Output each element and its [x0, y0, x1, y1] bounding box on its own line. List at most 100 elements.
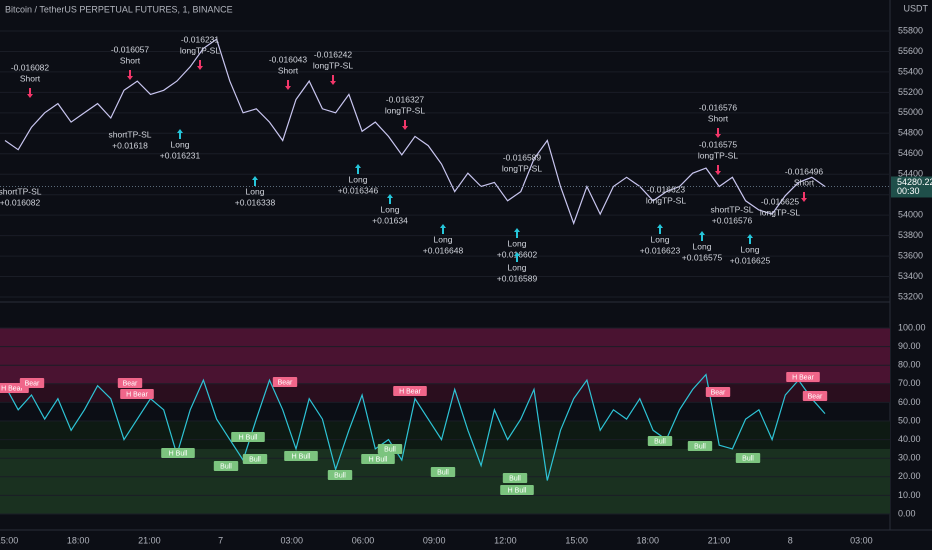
- trade-annotation: Long: [693, 241, 712, 251]
- x-tick-label: 03:00: [850, 535, 873, 545]
- rsi-tag: H Bull: [239, 434, 258, 441]
- rsi-tag: Bull: [249, 456, 261, 463]
- trade-annotation: longTP-SL: [313, 60, 353, 70]
- trade-annotation: longTP-SL: [385, 105, 425, 115]
- rsi-tag-box: [117, 378, 143, 388]
- long-arrow: [355, 164, 361, 174]
- x-tick-label: 21:00: [708, 535, 731, 545]
- rsi-tag: H Bull: [369, 456, 388, 463]
- trade-annotation: shortTP-SL: [711, 204, 754, 214]
- rsi-tag-box: [284, 451, 318, 461]
- trade-annotation: Long: [508, 262, 527, 272]
- rsi-tag-box: [327, 470, 353, 480]
- y-tick-label: 53200: [898, 291, 923, 301]
- rsi-tag: H Bear: [1, 385, 23, 392]
- rsi-tag-box: [647, 436, 673, 446]
- short-arrow: [330, 75, 336, 85]
- rsi-tag-box: [19, 378, 45, 388]
- y-tick-label: 70.00: [898, 378, 921, 388]
- trade-annotation: -0.016082: [11, 62, 50, 72]
- y-tick-label: 55000: [898, 107, 923, 117]
- y-tick-label: 50.00: [898, 415, 921, 425]
- y-tick-label: 55600: [898, 46, 923, 56]
- rsi-tag: Bull: [509, 475, 521, 482]
- trade-annotation: Short: [20, 73, 41, 83]
- trade-annotation: Long: [171, 139, 190, 149]
- rsi-band: [0, 328, 890, 384]
- long-arrow: [440, 224, 446, 234]
- short-arrow: [27, 88, 33, 98]
- trade-annotation: +0.016648: [423, 245, 464, 255]
- y-tick-label: 55200: [898, 87, 923, 97]
- rsi-tag: Bull: [220, 463, 232, 470]
- rsi-tag-box: [231, 432, 265, 442]
- rsi-tag-box: [213, 461, 239, 471]
- x-tick-label: 15:00: [565, 535, 588, 545]
- rsi-tag: Bear: [25, 380, 40, 387]
- x-tick-label: 8: [788, 535, 793, 545]
- trade-annotation: -0.016623: [647, 184, 686, 194]
- short-arrow: [715, 128, 721, 138]
- x-tick-label: 09:00: [423, 535, 446, 545]
- rsi-tag: Bear: [808, 393, 823, 400]
- rsi-tag: Bull: [384, 446, 396, 453]
- x-tick-label: 18:00: [637, 535, 660, 545]
- x-tick-label: 12:00: [494, 535, 517, 545]
- trade-annotation: -0.016575: [699, 139, 738, 149]
- x-tick-label: 06:00: [352, 535, 375, 545]
- y-tick-label: 40.00: [898, 434, 921, 444]
- short-arrow: [801, 192, 807, 202]
- rsi-tag-box: [242, 454, 268, 464]
- x-tick-label: 03:00: [281, 535, 304, 545]
- x-tick-label: 15:00: [0, 535, 18, 545]
- trade-annotation: Long: [508, 238, 527, 248]
- rsi-tag: Bull: [694, 443, 706, 450]
- long-arrow: [387, 194, 393, 204]
- trade-annotation: -0.016496: [785, 166, 824, 176]
- y-tick-label: 53800: [898, 230, 923, 240]
- trade-annotation: +0.01634: [372, 215, 408, 225]
- trade-annotation: -0.016043: [269, 54, 308, 64]
- trade-annotation: -0.016625: [761, 196, 800, 206]
- short-arrow: [285, 80, 291, 90]
- last-price-box: [891, 176, 932, 198]
- rsi-tag-box: [705, 387, 731, 397]
- y-tick-label: 54000: [898, 210, 923, 220]
- y-tick-label: 54800: [898, 128, 923, 138]
- rsi-tag-box: [377, 444, 403, 454]
- rsi-tag: Bear: [278, 379, 293, 386]
- y-tick-label: 30.00: [898, 453, 921, 463]
- trade-annotation: longTP-SL: [502, 163, 542, 173]
- rsi-tag-box: [361, 454, 395, 464]
- trade-annotation: Short: [794, 177, 815, 187]
- trade-annotation: +0.016346: [338, 185, 379, 195]
- price-line: [4, 38, 826, 226]
- y-tick-label: 60.00: [898, 397, 921, 407]
- long-arrow: [514, 252, 520, 262]
- long-arrow: [699, 231, 705, 241]
- rsi-tag: Bull: [654, 438, 666, 445]
- trade-annotation: Long: [651, 234, 670, 244]
- rsi-tag: Bull: [742, 455, 754, 462]
- trade-annotation: +0.016231: [160, 150, 201, 160]
- rsi-tag: H Bull: [292, 453, 311, 460]
- rsi-tag: Bull: [437, 469, 449, 476]
- chart-title: Bitcoin / TetherUS PERPETUAL FUTURES, 1,…: [5, 4, 233, 14]
- x-tick-label: 7: [218, 535, 223, 545]
- rsi-tag-box: [272, 377, 298, 387]
- trade-annotation: +0.016623: [640, 245, 681, 255]
- rsi-tag: H Bear: [792, 374, 814, 381]
- rsi-tag: H Bear: [399, 388, 421, 395]
- rsi-tag-box: [687, 441, 713, 451]
- rsi-tag: H Bear: [126, 391, 148, 398]
- last-price-label: 54280.22: [897, 177, 932, 187]
- rsi-line: [4, 373, 826, 481]
- trade-annotation: Short: [708, 113, 729, 123]
- long-arrow: [657, 224, 663, 234]
- rsi-tag: Bear: [711, 389, 726, 396]
- x-tick-label: 21:00: [138, 535, 161, 545]
- trade-annotation: Long: [246, 186, 265, 196]
- trade-annotation: Short: [278, 65, 299, 75]
- y-tick-label: 90.00: [898, 341, 921, 351]
